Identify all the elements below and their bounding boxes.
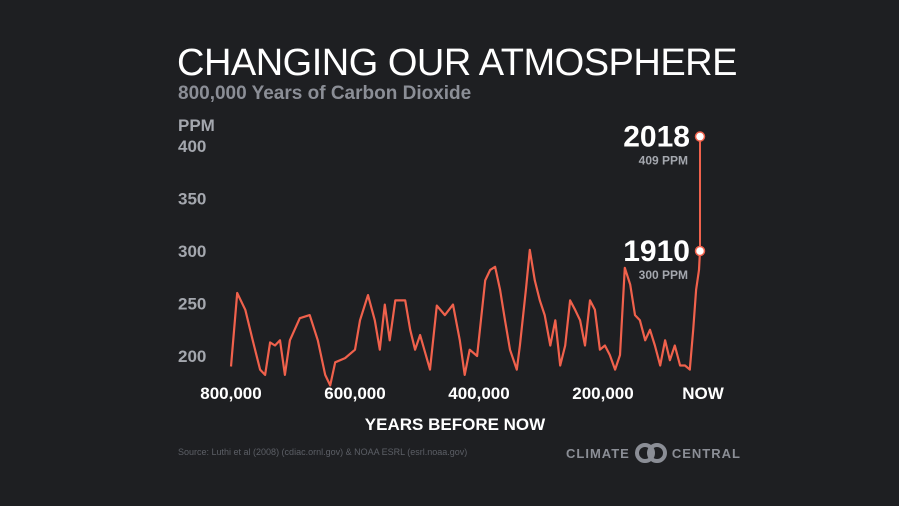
logo-text-right: CENTRAL [671,445,741,461]
x-tick-label: 200,000 [572,384,633,403]
x-tick-label: 600,000 [324,384,385,403]
annotation-year: 2018 [623,121,690,154]
y-tick-label: 350 [178,190,206,209]
annotation-marker [694,131,706,142]
x-tick-label: 800,000 [200,384,261,403]
x-tick-label: NOW [682,384,725,403]
y-tick-label: 200 [178,347,206,366]
annotation-marker [694,245,706,257]
annotation-year: 1910 [623,235,690,268]
y-axis-label: PPM [178,116,215,135]
annotation-ppm: 409 PPM [639,154,688,168]
logo-text-left: CLIMATE [566,445,630,461]
source-note: Source: Luthi et al (2008) (cdiac.ornl.g… [178,447,468,457]
y-tick-label: 400 [178,137,206,156]
x-axis-label: YEARS BEFORE NOW [365,415,546,434]
y-tick-label: 250 [178,295,206,314]
chart-subtitle: 800,000 Years of Carbon Dioxide [178,83,472,104]
annotation-ppm: 300 PPM [639,268,688,282]
climate-central-logo: CLIMATE CENTRAL [566,443,741,463]
x-tick-label: 400,000 [448,384,509,403]
chart-title: CHANGING OUR ATMOSPHERE [177,42,737,84]
co2-series-line [229,248,702,387]
y-tick-label: 300 [178,242,206,261]
logo-rings-icon [634,443,667,463]
